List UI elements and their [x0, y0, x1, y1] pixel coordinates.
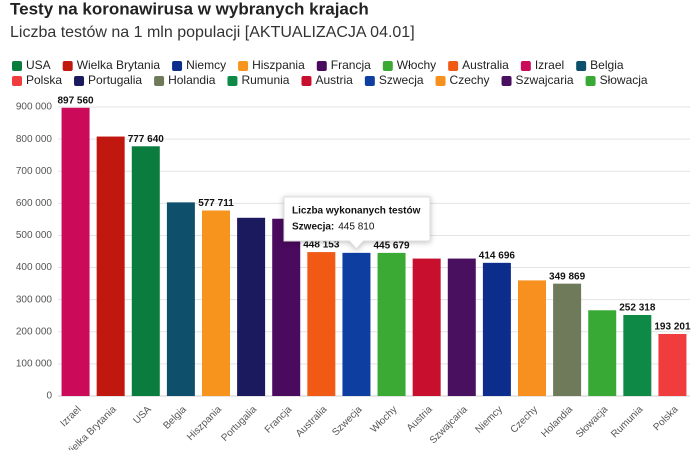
x-tick-label: Szwajcaria — [428, 404, 470, 446]
x-tick-label: Niemcy — [474, 404, 505, 435]
value-label: 445 679 — [373, 241, 410, 252]
bar — [237, 217, 266, 396]
bar — [272, 218, 301, 396]
tooltip-box — [283, 196, 431, 250]
legend-swatch — [301, 76, 312, 86]
legend-swatch — [435, 76, 446, 86]
legend-label: Belgia — [590, 58, 624, 72]
value-label: 414 696 — [479, 250, 516, 261]
x-tick-label: Australia — [294, 404, 330, 440]
bar — [553, 283, 582, 396]
legend-label: Australia — [462, 58, 509, 72]
bar — [412, 258, 441, 396]
x-tick-label: Austria — [405, 404, 435, 434]
value-label: 777 640 — [128, 134, 165, 145]
bar — [342, 252, 371, 396]
x-tick-label: Francja — [263, 404, 295, 436]
legend-swatch — [238, 61, 249, 71]
y-tick-label: 600 000 — [16, 198, 53, 209]
y-tick-label: 200 000 — [16, 326, 53, 337]
legend-swatch — [172, 61, 183, 71]
chart-subtitle: Liczba testów na 1 mln populacji [AKTUAL… — [10, 24, 415, 41]
bar — [166, 202, 195, 396]
y-tick-label: 800 000 — [16, 134, 53, 145]
legend-label: Niemcy — [186, 58, 226, 72]
bar — [307, 252, 336, 396]
value-label: 193 201 — [654, 322, 691, 333]
legend-swatch — [585, 76, 596, 86]
bar — [588, 310, 617, 396]
bar — [447, 258, 476, 396]
legend-swatch — [448, 61, 459, 71]
legend-label: Austria — [315, 73, 353, 87]
x-tick-label: Portugalia — [219, 404, 259, 444]
chart-title: Testy na koronawirusa w wybranych krajac… — [10, 0, 369, 18]
legend-swatch — [12, 76, 22, 86]
legend-swatch — [364, 76, 375, 86]
x-tick-label: Słowacja — [574, 404, 610, 440]
legend-label: USA — [26, 58, 51, 72]
legend-label: Włochy — [397, 58, 436, 72]
value-label: 252 318 — [619, 303, 656, 314]
x-tick-label: Szwecja — [330, 404, 364, 438]
value-label: 897 560 — [57, 95, 94, 106]
legend-swatch — [227, 76, 238, 86]
legend-label: Czechy — [450, 73, 490, 87]
legend-swatch — [74, 76, 85, 86]
legend-swatch — [576, 61, 587, 71]
legend-swatch — [154, 76, 165, 86]
value-label: 448 153 — [303, 240, 340, 251]
x-tick-label: USA — [131, 404, 154, 427]
legend-label: Portugalia — [88, 73, 142, 87]
bar — [623, 314, 652, 396]
legend-swatch — [501, 76, 512, 86]
y-tick-label: 700 000 — [16, 166, 53, 177]
legend-swatch — [382, 61, 393, 71]
bar — [96, 136, 125, 396]
legend-label: Szwecja — [379, 73, 424, 87]
tooltip-title: Liczba wykonanych testów — [292, 206, 421, 217]
x-tick-label: Czechy — [509, 404, 540, 435]
x-tick-label: Izrael — [58, 404, 83, 429]
legend-label: Hiszpania — [252, 58, 305, 72]
x-tick-label: Holandia — [539, 404, 575, 440]
legend-label: Polska — [26, 73, 62, 87]
legend-swatch — [12, 61, 22, 71]
x-tick-label: Belgia — [161, 404, 189, 432]
value-label: 349 869 — [549, 271, 586, 282]
bar — [482, 262, 511, 396]
bar — [518, 280, 546, 396]
bar — [377, 252, 406, 396]
x-tick-label: Polska — [651, 404, 680, 433]
y-tick-label: 400 000 — [16, 262, 53, 273]
legend-swatch — [62, 61, 73, 71]
tooltip-label: Szwecja: — [292, 222, 334, 233]
x-tick-label: Rumunia — [609, 404, 645, 440]
legend-label: Wielka Brytania — [77, 58, 161, 72]
y-tick-label: 900 000 — [16, 102, 53, 113]
x-tick-label: Hiszpania — [185, 404, 224, 443]
legend-label: Szwajcaria — [516, 73, 574, 87]
legend-swatch — [316, 61, 327, 71]
legend-label: Rumunia — [241, 73, 289, 87]
value-label: 577 711 — [198, 198, 234, 209]
bar — [61, 107, 90, 396]
legend-label: Izrael — [535, 58, 564, 72]
legend-label: Holandia — [168, 73, 216, 87]
y-tick-label: 0 — [46, 391, 52, 402]
y-tick-label: 100 000 — [16, 359, 53, 370]
x-tick-label: Włochy — [369, 404, 400, 435]
y-tick-label: 300 000 — [16, 294, 53, 305]
legend-label: Słowacja — [600, 73, 648, 87]
bar — [202, 210, 230, 396]
legend-swatch — [520, 61, 531, 71]
bar — [131, 146, 160, 396]
tooltip-value: 445 810 — [338, 222, 375, 233]
legend-label: Francja — [331, 58, 371, 72]
bar — [658, 333, 687, 396]
y-tick-label: 500 000 — [16, 230, 53, 241]
